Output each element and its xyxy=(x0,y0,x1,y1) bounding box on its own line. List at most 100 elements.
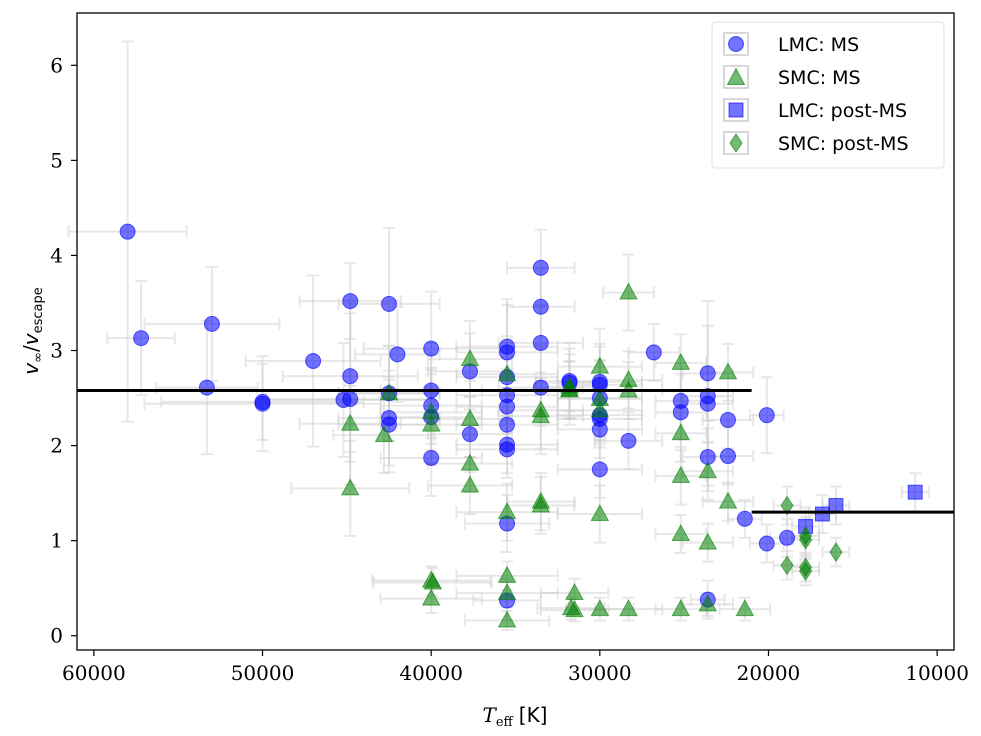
data-point-smc-post-ms xyxy=(780,495,794,516)
data-point-smc-ms xyxy=(460,453,480,471)
data-point-lmc-ms xyxy=(342,391,359,408)
x-axis-label: Teff [K] xyxy=(482,703,547,730)
legend-item-lmc-ms: LMC: MS xyxy=(723,32,859,56)
y-axis-label-den: v xyxy=(19,332,43,345)
legend-item-lmc-post-ms: LMC: post-MS xyxy=(723,98,907,122)
data-point-smc-ms xyxy=(374,425,394,443)
x-axis-ticks: 60000 50000 40000 30000 20000 10000 xyxy=(62,650,969,685)
y-tick-label: 3 xyxy=(50,339,63,363)
data-point-lmc-ms xyxy=(119,223,136,240)
x-tick-label: 30000 xyxy=(568,661,632,685)
legend-box xyxy=(711,21,945,169)
data-point-smc-ms xyxy=(671,523,691,542)
legend-label: SMC: post-MS xyxy=(778,133,909,155)
data-point-smc-ms xyxy=(698,532,718,550)
data-point-lmc-ms xyxy=(779,529,796,546)
data-point-smc-ms xyxy=(671,423,691,441)
data-point-lmc-ms xyxy=(342,368,359,385)
data-point-smc-ms xyxy=(671,599,691,617)
data-point-smc-ms xyxy=(497,582,517,600)
data-point-lmc-ms xyxy=(699,365,716,382)
data-point-smc-ms xyxy=(421,588,441,606)
data-point-smc-ms xyxy=(460,475,480,493)
data-point-lmc-ms xyxy=(423,340,440,357)
data-point-lmc-ms xyxy=(461,363,478,380)
data-point-smc-ms xyxy=(671,465,691,484)
data-point-smc-ms xyxy=(590,504,610,522)
y-axis-label: v∞/vescape xyxy=(19,287,46,374)
data-point-smc-ms xyxy=(619,282,638,300)
data-point-smc-ms xyxy=(619,599,638,617)
y-tick-label: 4 xyxy=(50,243,63,267)
x-tick-label: 10000 xyxy=(905,661,969,685)
data-point-smc-ms xyxy=(565,600,584,618)
data-point-smc-ms xyxy=(460,349,480,367)
y-tick-label: 1 xyxy=(50,529,63,553)
data-point-smc-ms xyxy=(340,413,360,431)
data-point-smc-ms xyxy=(497,565,517,583)
reference-lines xyxy=(77,388,954,514)
x-tick-label: 60000 xyxy=(62,661,126,685)
data-point-lmc-ms xyxy=(532,259,549,276)
data-point-smc-ms xyxy=(379,383,399,401)
data-point-lmc-ms xyxy=(591,461,608,478)
data-point-smc-post-ms xyxy=(780,555,794,576)
legend-triangle-marker xyxy=(726,67,746,85)
data-point-smc-ms xyxy=(460,408,480,426)
data-point-smc-ms xyxy=(590,400,610,418)
data-point-smc-ms xyxy=(590,356,610,374)
legend-label: LMC: MS xyxy=(778,34,859,56)
data-point-lmc-ms xyxy=(720,448,737,465)
data-point-smc-ms xyxy=(590,599,610,617)
data-point-smc-ms xyxy=(565,582,584,600)
data-point-lmc-ms xyxy=(532,298,549,315)
y-tick-label: 6 xyxy=(50,53,63,77)
data-point-smc-ms xyxy=(497,502,517,520)
data-point-lmc-ms xyxy=(203,315,220,332)
data-point-lmc-ms xyxy=(461,426,478,443)
data-point-lmc-ms xyxy=(699,395,716,412)
y-axis-label-sep: / xyxy=(19,345,43,352)
legend-circle-marker xyxy=(728,36,744,52)
legend-square-marker xyxy=(728,102,744,118)
data-point-smc-ms xyxy=(497,364,517,382)
y-axis-label-num: v xyxy=(19,362,43,375)
data-point-lmc-ms xyxy=(198,379,215,396)
y-axis-label-num-sub: ∞ xyxy=(31,352,46,363)
data-point-smc-ms xyxy=(698,461,718,479)
data-point-lmc-ms xyxy=(672,404,689,421)
y-axis-label-den-sub: escape xyxy=(31,287,46,333)
data-point-lmc-ms xyxy=(381,295,398,312)
x-tick-label: 20000 xyxy=(737,661,801,685)
data-point-lmc-ms xyxy=(499,344,516,361)
data-point-lmc-ms xyxy=(499,416,516,433)
data-point-lmc-ms xyxy=(389,346,406,363)
data-point-lmc-ms xyxy=(758,535,775,552)
data-point-lmc-ms xyxy=(620,432,637,449)
data-point-lmc-post-ms xyxy=(828,497,844,513)
data-point-smc-ms xyxy=(531,495,551,513)
legend-label: LMC: post-MS xyxy=(778,100,907,122)
data-point-smc-ms xyxy=(718,362,738,380)
y-tick-label: 5 xyxy=(50,148,63,172)
data-point-smc-ms xyxy=(421,414,441,432)
data-point-lmc-post-ms xyxy=(907,484,923,500)
x-axis-label-sub: eff xyxy=(496,715,515,730)
legend-item-smc-ms: SMC: MS xyxy=(723,65,861,89)
data-point-smc-post-ms xyxy=(798,561,813,581)
data-point-lmc-post-ms xyxy=(814,506,830,522)
data-point-smc-ms xyxy=(698,594,718,612)
data-point-smc-ms xyxy=(340,478,360,496)
x-tick-label: 40000 xyxy=(399,661,463,685)
data-point-smc-ms xyxy=(531,406,551,424)
x-axis-label-main: T xyxy=(482,703,497,727)
plot-frame xyxy=(76,12,955,651)
y-axis-ticks: 0 1 2 3 4 5 6 xyxy=(50,53,77,648)
data-point-lmc-ms xyxy=(305,352,322,369)
legend: LMC: MS SMC: MS LMC: post-MS SMC: post-M… xyxy=(711,21,945,169)
data-point-lmc-ms xyxy=(423,449,440,466)
x-axis-label-unit: [K] xyxy=(519,703,548,727)
data-point-lmc-ms xyxy=(591,421,608,438)
data-point-smc-ms xyxy=(423,572,443,590)
